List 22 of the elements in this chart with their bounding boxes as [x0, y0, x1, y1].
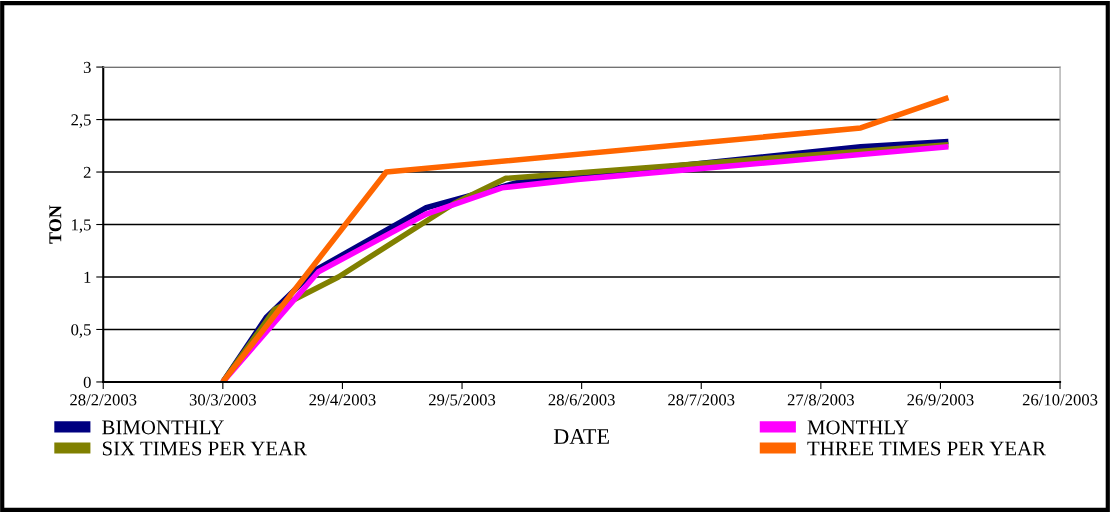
- x-tick-label: 27/8/2003: [787, 394, 854, 406]
- y-tick-label: 0: [83, 376, 91, 388]
- y-tick-label: 1: [84, 271, 91, 283]
- x-tick-label: 29/4/2003: [309, 394, 376, 406]
- x-tick-label: 30/3/2003: [189, 394, 256, 406]
- y-axis-title: TON: [49, 205, 62, 244]
- y-tick-label: 0,5: [71, 324, 91, 338]
- x-tick-label: 29/5/2003: [428, 394, 496, 406]
- x-tick-label: 28/6/2003: [548, 394, 615, 406]
- y-tick-label: 2,5: [71, 114, 91, 128]
- x-tick-label: 28/2/2003: [70, 394, 137, 406]
- x-tick-label: 26/10/2003: [1022, 394, 1098, 406]
- legend-label: THREE TIMES PER YEAR: [807, 441, 1046, 456]
- legend-label: BIMONTHLY: [102, 420, 224, 435]
- x-tick-label: 26/9/2003: [907, 394, 974, 406]
- x-axis-title: DATE: [553, 429, 609, 444]
- y-tick-label: 2: [83, 166, 91, 178]
- legend-label: SIX TIMES PER YEAR: [102, 441, 307, 456]
- legend-label: MONTHLY: [807, 420, 909, 435]
- y-tick-label: 1,5: [72, 219, 91, 233]
- x-tick-label: 28/7/2003: [668, 394, 735, 406]
- y-tick-label: 3: [83, 61, 91, 74]
